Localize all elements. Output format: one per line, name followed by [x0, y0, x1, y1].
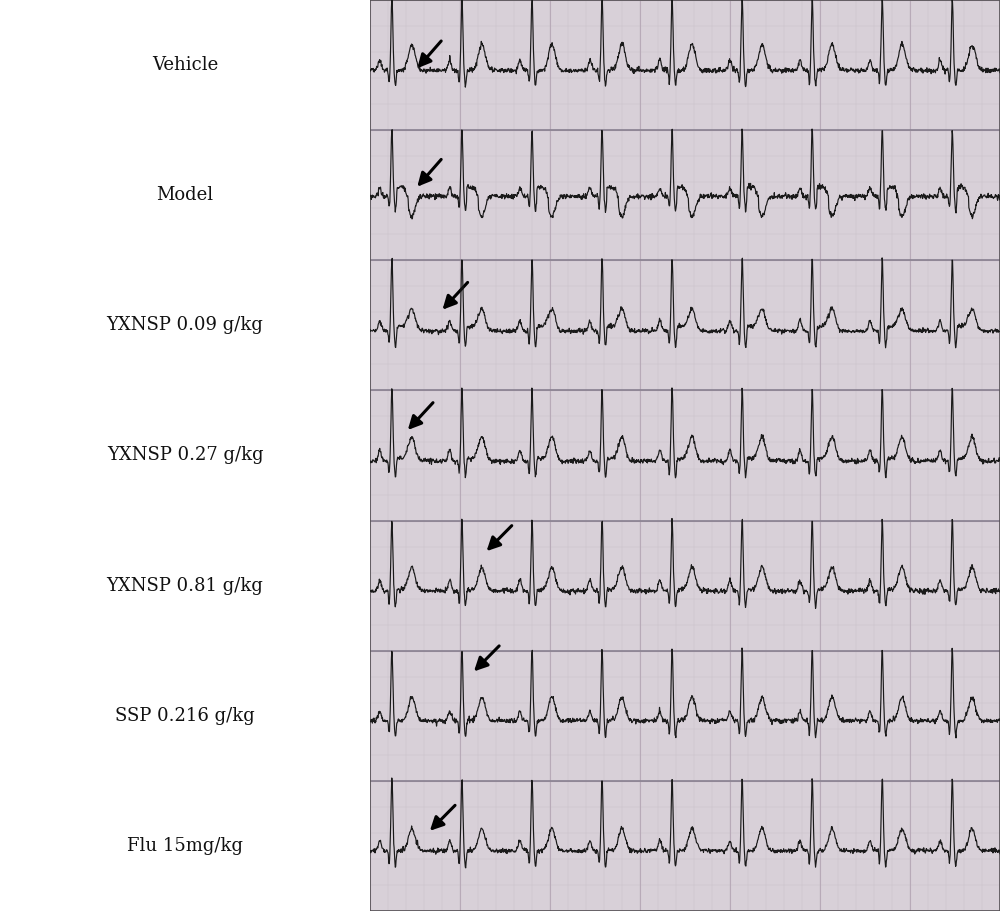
- Text: YXNSP 0.09 g/kg: YXNSP 0.09 g/kg: [107, 316, 263, 334]
- Text: SSP 0.216 g/kg: SSP 0.216 g/kg: [115, 707, 255, 725]
- Text: Vehicle: Vehicle: [152, 56, 218, 74]
- Text: YXNSP 0.27 g/kg: YXNSP 0.27 g/kg: [107, 446, 263, 465]
- Text: Flu 15mg/kg: Flu 15mg/kg: [127, 837, 243, 855]
- Text: YXNSP 0.81 g/kg: YXNSP 0.81 g/kg: [107, 577, 263, 595]
- Text: Model: Model: [156, 186, 214, 204]
